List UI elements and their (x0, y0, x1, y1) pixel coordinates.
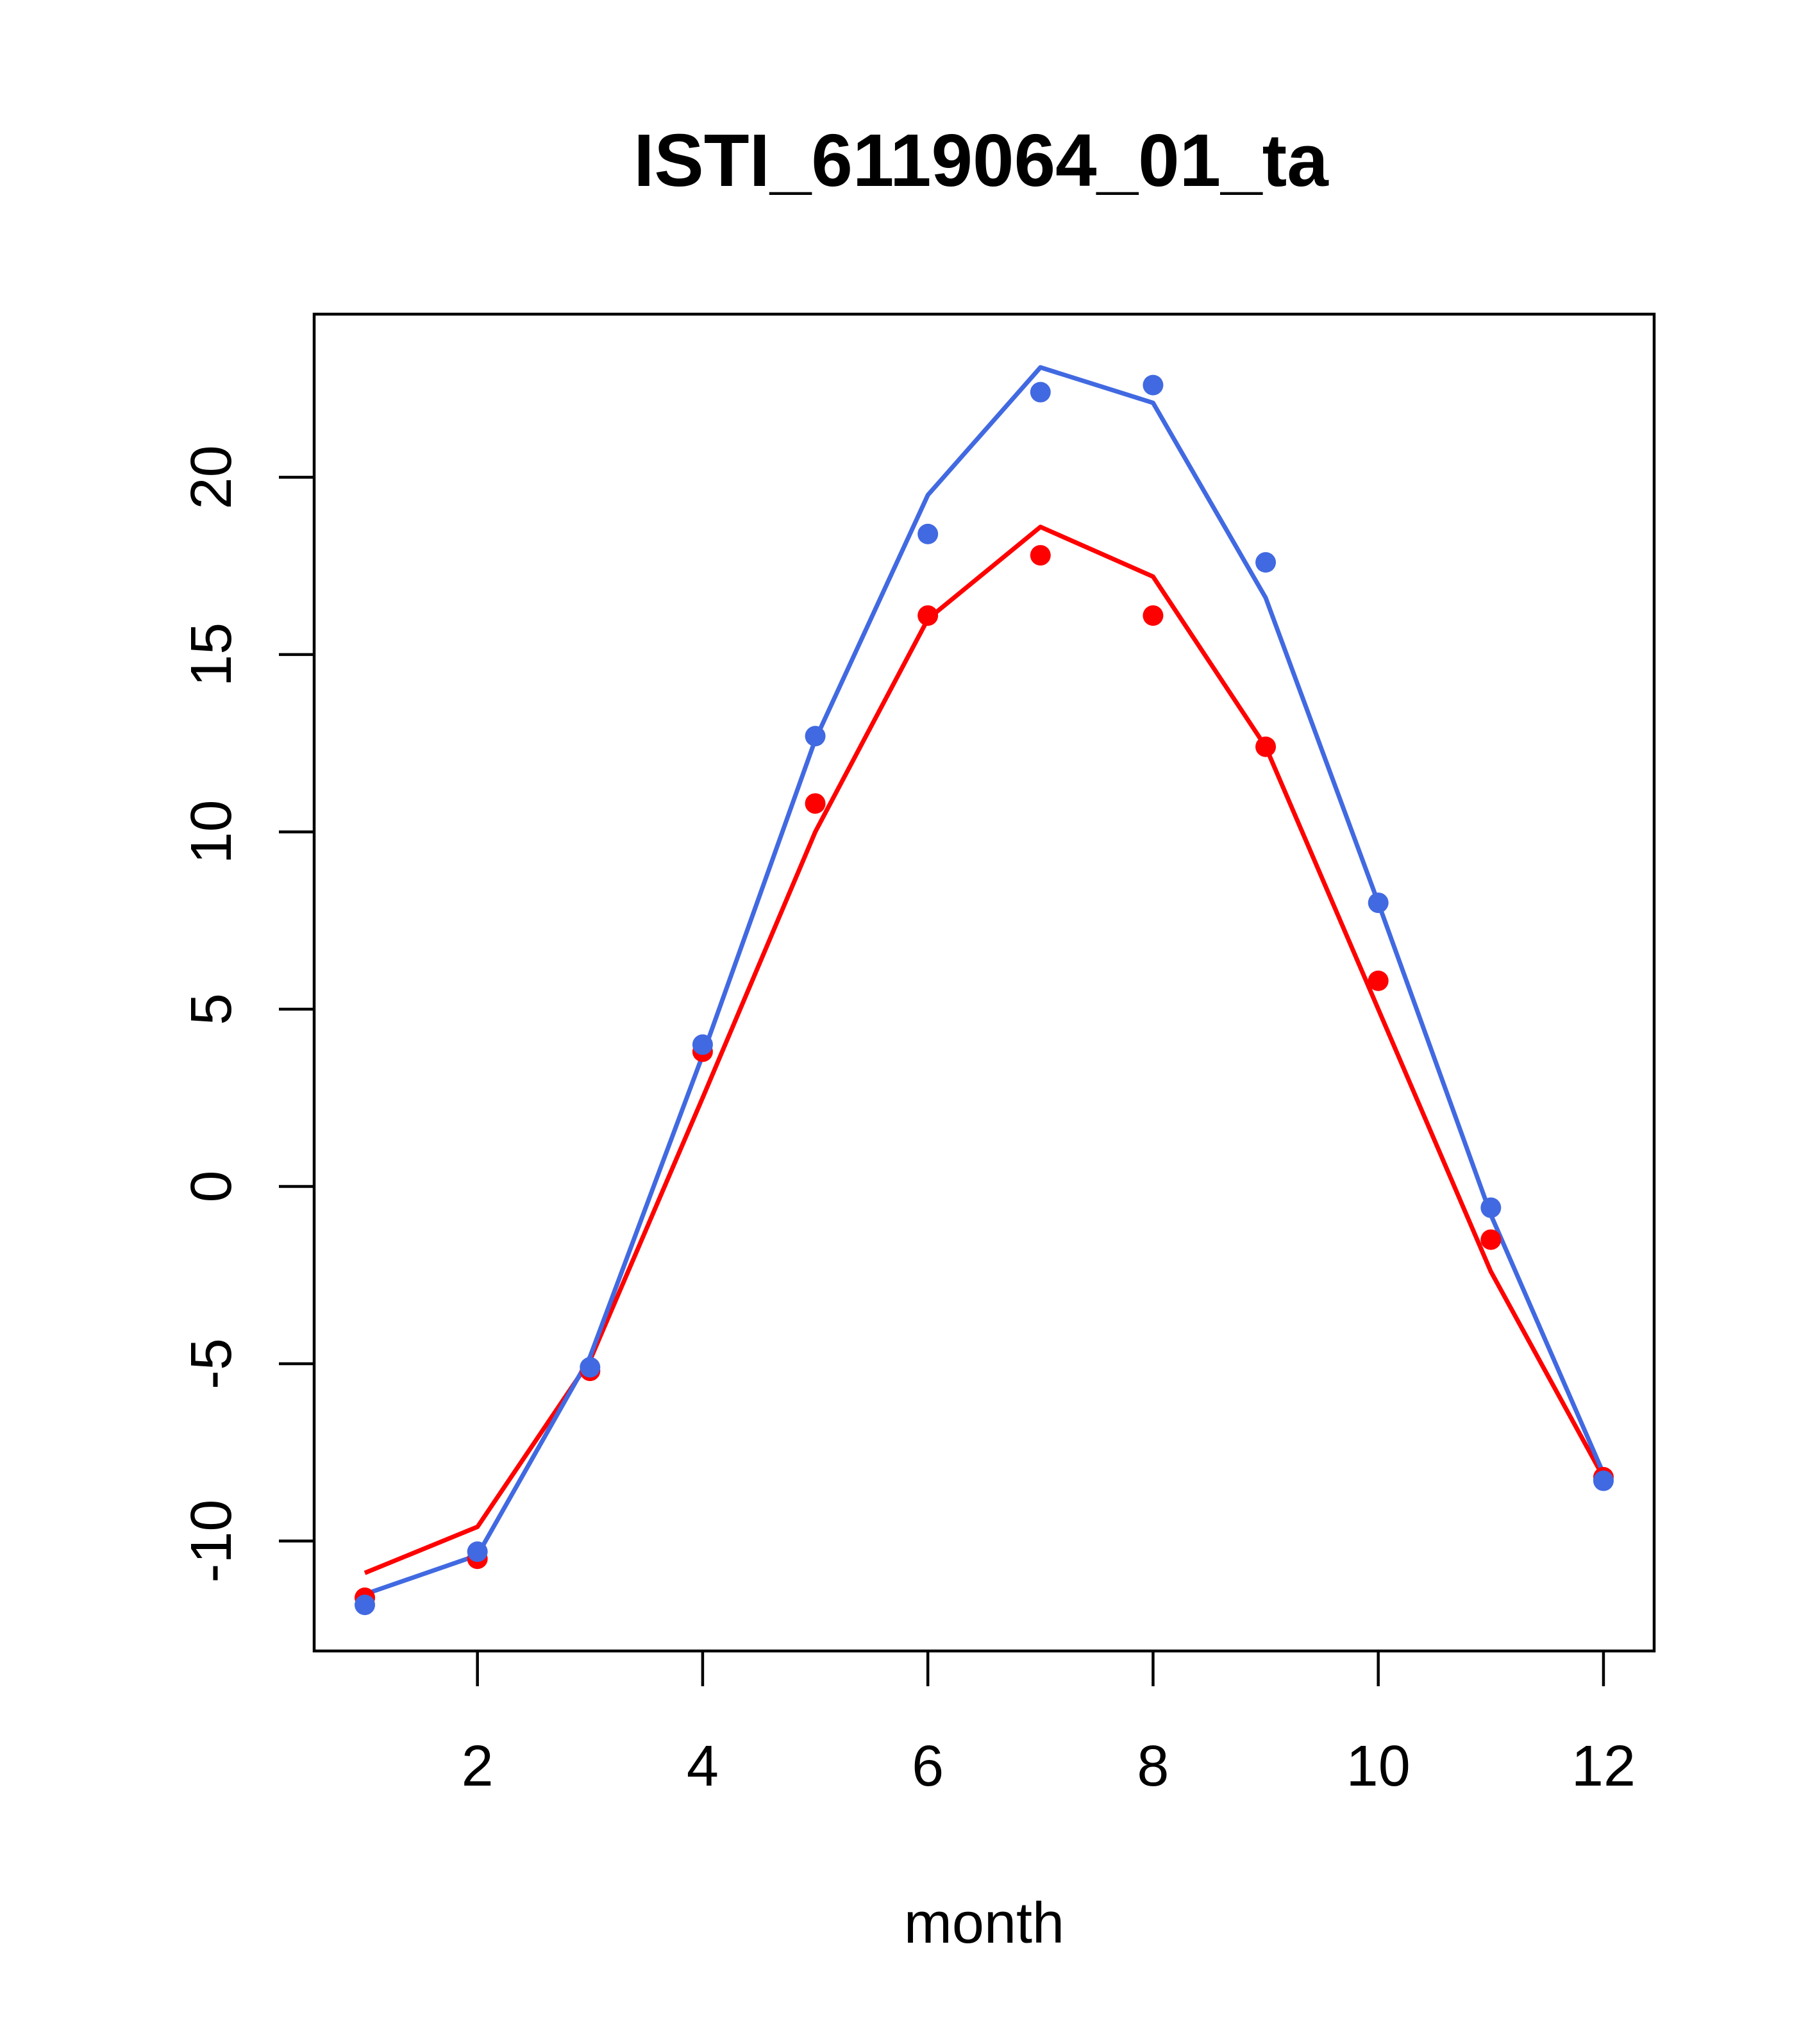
series-2-point (1480, 1197, 1502, 1218)
series-2-point (467, 1541, 488, 1562)
plot-frame (312, 312, 1656, 1653)
series-1-point (805, 793, 826, 814)
series-1-point (1143, 605, 1164, 626)
series-1-point (1368, 970, 1389, 991)
x-axis-label: month (904, 1891, 1064, 1956)
y-tick-label: 20 (180, 445, 244, 509)
x-tick-label: 6 (912, 1734, 944, 1798)
x-tick-label: 4 (687, 1734, 719, 1798)
x-tick-label: 2 (462, 1734, 494, 1798)
x-tick-label: 10 (1346, 1734, 1411, 1798)
x-axis: 2 4 6 8 10 12 (462, 1651, 1636, 1798)
series-layer (355, 365, 1614, 1616)
x-tick-label: 12 (1571, 1734, 1636, 1798)
y-tick-label: -10 (180, 1500, 244, 1583)
series-2-point (1593, 1470, 1614, 1491)
series-line-1 (364, 524, 1606, 1575)
y-tick-label: 15 (180, 623, 244, 687)
series-2-point (580, 1357, 601, 1378)
series-line-2 (364, 365, 1606, 1596)
series-1-point (917, 605, 939, 626)
series-2-point (355, 1595, 376, 1616)
series-1-point (1030, 545, 1051, 566)
series-2-point (917, 523, 939, 544)
y-tick-label: 10 (180, 800, 244, 864)
series-2-point (1143, 374, 1164, 396)
series-2-point (692, 1034, 713, 1055)
series-2-point (1030, 381, 1051, 403)
series-2-point (805, 726, 826, 747)
chart-title: ISTI_6119064_01_ta (633, 119, 1329, 202)
y-tick-label: 5 (180, 993, 244, 1025)
y-tick-label: -5 (180, 1338, 244, 1389)
series-2-point (1255, 552, 1277, 573)
x-tick-label: 8 (1137, 1734, 1169, 1798)
y-tick-label: 0 (180, 1170, 244, 1202)
series-2-point (1368, 892, 1389, 914)
series-1-point (1255, 736, 1277, 757)
y-axis: -10 -5 0 5 10 15 20 (180, 445, 314, 1583)
series-1-point (1480, 1229, 1502, 1250)
